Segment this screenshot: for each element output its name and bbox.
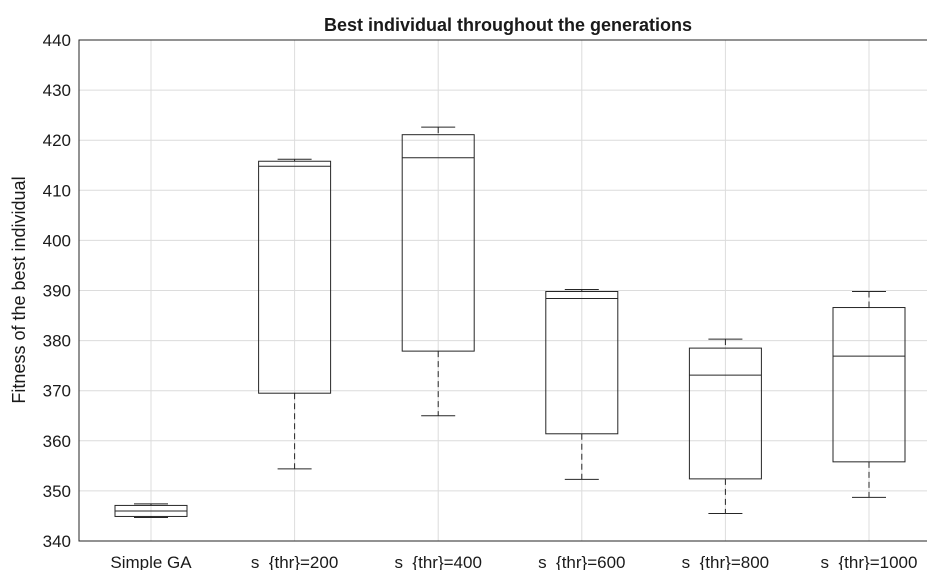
box-group bbox=[258, 158, 332, 470]
x-tick-label: s_{thr}=1000 bbox=[821, 553, 918, 570]
x-tick-label: s_{thr}=200 bbox=[251, 553, 338, 570]
y-tick-label: 360 bbox=[43, 432, 71, 451]
boxes bbox=[114, 126, 906, 518]
y-tick-labels: 340 350 360 370 380 390 400 410 420 430 440 bbox=[43, 31, 71, 551]
box-group bbox=[114, 503, 188, 518]
y-tick-label: 350 bbox=[43, 482, 71, 501]
y-tick-label: 400 bbox=[43, 231, 71, 250]
iqr-box bbox=[258, 160, 332, 394]
iqr-box bbox=[688, 347, 762, 480]
x-tick-label: s_{thr}=400 bbox=[394, 553, 481, 570]
y-tick-label: 340 bbox=[43, 532, 71, 551]
y-tick-label: 420 bbox=[43, 131, 71, 150]
plot-frame bbox=[78, 39, 927, 542]
y-tick-label: 380 bbox=[43, 332, 71, 351]
y-tick-label: 410 bbox=[43, 181, 71, 200]
chart-title: Best individual throughout the generatio… bbox=[324, 15, 692, 35]
y-tick-label: 370 bbox=[43, 382, 71, 401]
grid-lines bbox=[79, 39, 927, 542]
x-tick-label: s_{thr}=800 bbox=[682, 553, 769, 570]
iqr-box bbox=[832, 307, 906, 463]
y-tick-label: 390 bbox=[43, 282, 71, 301]
box-group bbox=[832, 291, 906, 498]
x-tick-labels: Simple GA s_{thr}=200 s_{thr}=400 s_{thr}=6… bbox=[110, 553, 917, 570]
y-axis-label: Fitness of the best individual bbox=[9, 176, 29, 403]
iqr-box bbox=[401, 134, 475, 352]
x-tick-label: Simple GA bbox=[110, 553, 192, 570]
y-tick-label: 440 bbox=[43, 31, 71, 50]
box-group bbox=[688, 338, 762, 514]
y-tick-label: 430 bbox=[43, 81, 71, 100]
iqr-box bbox=[545, 291, 619, 435]
box-group bbox=[545, 288, 619, 480]
box-group bbox=[401, 126, 475, 417]
x-tick-label: s_{thr}=600 bbox=[538, 553, 625, 570]
